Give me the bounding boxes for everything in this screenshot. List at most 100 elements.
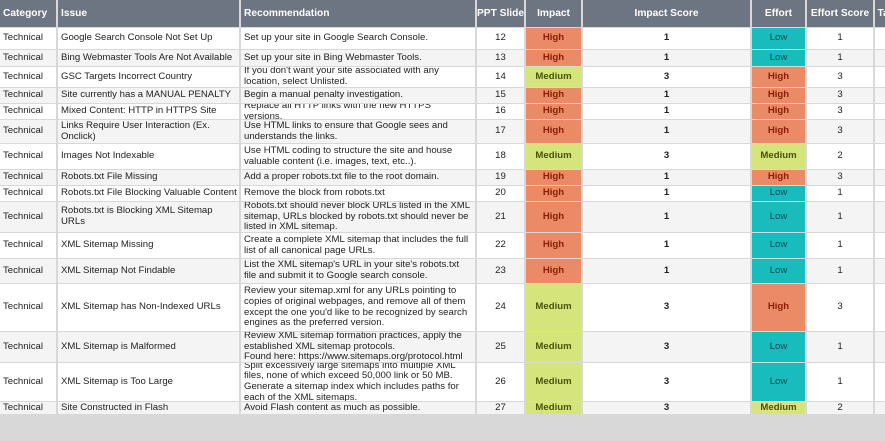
header-impact[interactable]: Impact [526, 0, 581, 27]
cell-effort[interactable]: Low [752, 202, 805, 232]
cell-effort[interactable]: Medium [752, 402, 805, 414]
cell-task-priority[interactable]: 2 [875, 120, 885, 143]
cell-ppt-slide[interactable]: 19 [477, 170, 524, 185]
cell-impact-score[interactable]: 3 [583, 402, 750, 414]
cell-ppt-slide[interactable]: 16 [477, 104, 524, 119]
cell-task-priority[interactable]: 1 [875, 186, 885, 201]
cell-impact[interactable]: Medium [526, 67, 581, 87]
cell-category[interactable]: Technical [0, 186, 56, 201]
cell-category[interactable]: Technical [0, 144, 56, 169]
cell-impact-score[interactable]: 3 [583, 144, 750, 169]
cell-recommendation[interactable]: Review your sitemap.xml for any URLs poi… [241, 284, 475, 331]
cell-ppt-slide[interactable]: 22 [477, 233, 524, 258]
cell-issue[interactable]: Bing Webmaster Tools Are Not Available [58, 50, 239, 66]
cell-recommendation[interactable]: Use HTML links to ensure that Google see… [241, 120, 475, 143]
cell-task-priority[interactable]: 3 [875, 67, 885, 87]
cell-effort[interactable]: High [752, 170, 805, 185]
cell-category[interactable]: Technical [0, 28, 56, 49]
cell-category[interactable]: Technical [0, 402, 56, 414]
cell-impact-score[interactable]: 1 [583, 259, 750, 283]
cell-effort[interactable]: Low [752, 259, 805, 283]
cell-effort[interactable]: High [752, 104, 805, 119]
cell-recommendation[interactable]: Create a complete XML sitemap that inclu… [241, 233, 475, 258]
cell-issue[interactable]: Site currently has a MANUAL PENALTY [58, 88, 239, 103]
cell-category[interactable]: Technical [0, 88, 56, 103]
cell-recommendation[interactable]: Split excessively large sitemaps into mu… [241, 363, 475, 401]
cell-impact[interactable]: Medium [526, 402, 581, 414]
cell-impact[interactable]: High [526, 170, 581, 185]
cell-task-priority[interactable]: 2 [875, 170, 885, 185]
header-task-priority[interactable]: Task Priority [875, 0, 885, 27]
cell-category[interactable]: Technical [0, 104, 56, 119]
cell-issue[interactable]: Google Search Console Not Set Up [58, 28, 239, 49]
cell-impact-score[interactable]: 1 [583, 28, 750, 49]
cell-task-priority[interactable]: 2 [875, 332, 885, 362]
cell-effort-score[interactable]: 3 [807, 170, 873, 185]
cell-impact[interactable]: Medium [526, 363, 581, 401]
cell-category[interactable]: Technical [0, 202, 56, 232]
cell-ppt-slide[interactable]: 25 [477, 332, 524, 362]
cell-effort[interactable]: Low [752, 50, 805, 66]
cell-category[interactable]: Technical [0, 120, 56, 143]
cell-effort[interactable]: High [752, 284, 805, 331]
cell-recommendation[interactable]: Set up your site in Google Search Consol… [241, 28, 475, 49]
cell-category[interactable]: Technical [0, 284, 56, 331]
cell-effort-score[interactable]: 3 [807, 104, 873, 119]
cell-impact-score[interactable]: 1 [583, 104, 750, 119]
cell-recommendation[interactable]: Set up your site in Bing Webmaster Tools… [241, 50, 475, 66]
cell-impact[interactable]: High [526, 259, 581, 283]
cell-category[interactable]: Technical [0, 363, 56, 401]
cell-effort-score[interactable]: 1 [807, 186, 873, 201]
cell-issue[interactable]: Images Not Indexable [58, 144, 239, 169]
cell-effort-score[interactable]: 3 [807, 284, 873, 331]
cell-task-priority[interactable]: 1 [875, 50, 885, 66]
cell-ppt-slide[interactable]: 23 [477, 259, 524, 283]
header-ppt-slide[interactable]: PPT Slide [477, 0, 524, 27]
cell-effort[interactable]: High [752, 120, 805, 143]
cell-effort[interactable]: Low [752, 233, 805, 258]
cell-impact-score[interactable]: 3 [583, 284, 750, 331]
cell-task-priority[interactable]: 1 [875, 202, 885, 232]
cell-issue[interactable]: Site Constructed in Flash [58, 402, 239, 414]
cell-issue[interactable]: Mixed Content: HTTP in HTTPS Site [58, 104, 239, 119]
cell-effort[interactable]: Low [752, 363, 805, 401]
cell-recommendation[interactable]: Robots.txt should never block URLs liste… [241, 202, 475, 232]
cell-impact[interactable]: High [526, 88, 581, 103]
cell-issue[interactable]: Links Require User Interaction (Ex. Oncl… [58, 120, 239, 143]
cell-effort-score[interactable]: 1 [807, 202, 873, 232]
cell-issue[interactable]: Robots.txt File Missing [58, 170, 239, 185]
cell-impact[interactable]: High [526, 120, 581, 143]
cell-recommendation[interactable]: Review XML sitemap formation practices, … [241, 332, 475, 362]
cell-ppt-slide[interactable]: 18 [477, 144, 524, 169]
cell-effort[interactable]: Low [752, 28, 805, 49]
cell-effort-score[interactable]: 2 [807, 402, 873, 414]
cell-issue[interactable]: Robots.txt File Blocking Valuable Conten… [58, 186, 239, 201]
cell-effort-score[interactable]: 1 [807, 28, 873, 49]
cell-recommendation[interactable]: Remove the block from robots.txt [241, 186, 475, 201]
header-effort-score[interactable]: Effort Score [807, 0, 873, 27]
cell-category[interactable]: Technical [0, 259, 56, 283]
cell-ppt-slide[interactable]: 21 [477, 202, 524, 232]
cell-task-priority[interactable]: 2 [875, 104, 885, 119]
cell-recommendation[interactable]: Avoid Flash content as much as possible. [241, 402, 475, 414]
cell-ppt-slide[interactable]: 20 [477, 186, 524, 201]
cell-task-priority[interactable]: 1 [875, 233, 885, 258]
cell-effort-score[interactable]: 3 [807, 67, 873, 87]
cell-ppt-slide[interactable]: 13 [477, 50, 524, 66]
cell-effort-score[interactable]: 1 [807, 363, 873, 401]
cell-recommendation[interactable]: Use HTML coding to structure the site an… [241, 144, 475, 169]
header-impact-score[interactable]: Impact Score [583, 0, 750, 27]
cell-task-priority[interactable]: 2.5 [875, 144, 885, 169]
cell-issue[interactable]: XML Sitemap is Malformed [58, 332, 239, 362]
cell-effort[interactable]: Low [752, 332, 805, 362]
cell-impact-score[interactable]: 1 [583, 186, 750, 201]
cell-ppt-slide[interactable]: 26 [477, 363, 524, 401]
header-category[interactable]: Category [0, 0, 56, 27]
header-effort[interactable]: Effort [752, 0, 805, 27]
cell-task-priority[interactable]: 2 [875, 88, 885, 103]
cell-effort-score[interactable]: 3 [807, 120, 873, 143]
cell-category[interactable]: Technical [0, 170, 56, 185]
cell-impact[interactable]: High [526, 104, 581, 119]
cell-category[interactable]: Technical [0, 233, 56, 258]
cell-issue[interactable]: XML Sitemap Missing [58, 233, 239, 258]
